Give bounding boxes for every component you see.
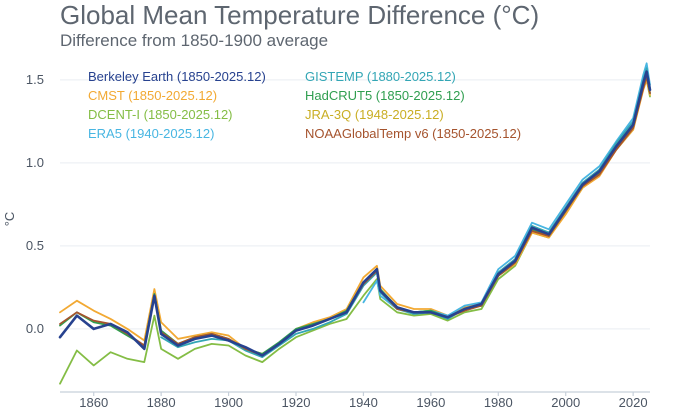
legend-item: JRA-3Q (1948-2025.12) <box>305 107 444 122</box>
x-tick-label: 1900 <box>214 395 243 410</box>
legend-item: DCENT-I (1850-2025.12) <box>88 107 233 122</box>
y-axis-label: °C <box>2 212 17 227</box>
x-tick-label: 1940 <box>349 395 378 410</box>
x-tick-label: 1960 <box>416 395 445 410</box>
legend-item: CMST (1850-2025.12) <box>88 88 217 103</box>
y-tick-label: 0.5 <box>26 238 44 253</box>
axis-layer: 0.0 0.5 1.0 1.5 1860 1880 1900 1920 1940 1960 1980… <box>26 72 650 410</box>
legend: Berkeley Earth (1850-2025.12) CMST (1850-… <box>88 69 521 141</box>
y-tick-label: 0.0 <box>26 321 44 336</box>
series-line-4 <box>160 67 651 359</box>
x-tick-label: 2000 <box>551 395 580 410</box>
x-tick-label: 2020 <box>619 395 648 410</box>
x-tick-label: 1980 <box>484 395 513 410</box>
series-layer <box>58 62 652 385</box>
legend-item: GISTEMP (1880-2025.12) <box>305 69 456 84</box>
legend-item: HadCRUT5 (1850-2025.12) <box>305 88 465 103</box>
grid-layer <box>60 79 650 330</box>
series-line-1 <box>59 79 651 355</box>
legend-item: Berkeley Earth (1850-2025.12) <box>88 69 266 84</box>
chart-title: Global Mean Temperature Difference (°C) <box>60 0 539 30</box>
chart-subtitle: Difference from 1850-1900 average <box>60 31 328 50</box>
x-tick-label: 1880 <box>147 395 176 410</box>
x-tick-label: 1920 <box>282 395 311 410</box>
legend-item: ERA5 (1940-2025.12) <box>88 126 214 141</box>
legend-item: NOAAGlobalTemp v6 (1850-2025.12) <box>305 126 521 141</box>
y-tick-label: 1.0 <box>26 155 44 170</box>
series-line-0 <box>58 70 652 357</box>
y-tick-label: 1.5 <box>26 72 44 87</box>
x-tick-label: 1860 <box>79 395 108 410</box>
